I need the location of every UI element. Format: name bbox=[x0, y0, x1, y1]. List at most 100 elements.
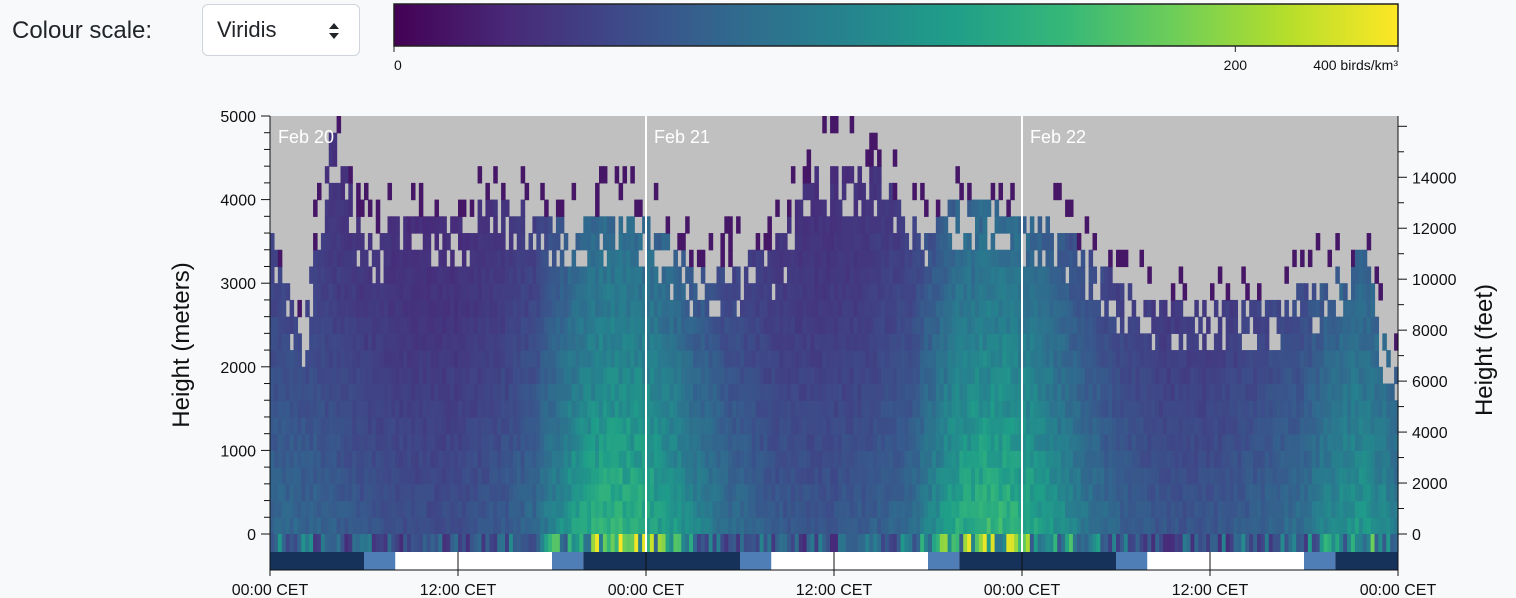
heatmap-cell bbox=[677, 500, 682, 518]
heatmap-cell bbox=[837, 350, 843, 368]
heatmap-cell bbox=[1253, 316, 1258, 334]
heatmap-cell bbox=[841, 500, 847, 518]
heatmap-cell bbox=[661, 233, 667, 251]
heatmap-cell bbox=[289, 433, 295, 451]
heatmap-cell bbox=[434, 483, 440, 502]
heatmap-cell bbox=[1018, 249, 1023, 268]
heatmap-cell bbox=[383, 350, 389, 368]
heatmap-cell bbox=[273, 483, 279, 502]
heatmap-cell bbox=[853, 517, 859, 535]
heatmap-cell bbox=[324, 283, 330, 301]
heatmap-cell bbox=[1127, 366, 1133, 385]
heatmap-cell bbox=[485, 483, 490, 502]
heatmap-cell bbox=[297, 350, 302, 368]
heatmap-cell bbox=[493, 350, 498, 368]
heatmap-cell bbox=[669, 400, 675, 418]
heatmap-cell bbox=[857, 299, 863, 318]
heatmap-cell bbox=[759, 283, 765, 301]
heatmap-cell bbox=[1394, 450, 1399, 468]
heatmap-cell bbox=[277, 450, 283, 468]
heatmap-cell bbox=[1315, 400, 1321, 418]
heatmap-cell bbox=[1229, 500, 1235, 518]
heatmap-cell bbox=[418, 249, 424, 268]
heatmap-cell bbox=[677, 333, 682, 351]
ground-cell bbox=[375, 534, 381, 552]
heatmap-cell bbox=[783, 249, 788, 268]
heatmap-cell bbox=[505, 199, 510, 217]
heatmap-cell bbox=[814, 467, 819, 485]
heatmap-cell bbox=[461, 299, 467, 318]
heatmap-cell bbox=[928, 316, 933, 334]
heatmap-cell bbox=[681, 249, 686, 268]
heatmap-cell bbox=[328, 500, 334, 518]
heatmap-cell bbox=[465, 433, 471, 451]
heatmap-cell bbox=[1018, 316, 1023, 334]
heatmap-cell bbox=[696, 249, 702, 268]
heatmap-cell bbox=[924, 199, 929, 217]
heatmap-cell bbox=[1159, 383, 1164, 401]
heatmap-cell bbox=[540, 333, 545, 351]
heatmap-cell bbox=[849, 500, 855, 518]
heatmap-cell bbox=[371, 483, 377, 502]
heatmap-cell bbox=[810, 383, 816, 401]
heatmap-cell bbox=[461, 400, 467, 418]
heatmap-cell bbox=[1147, 483, 1152, 502]
heatmap-cell bbox=[916, 467, 921, 485]
heatmap-cell bbox=[794, 366, 800, 385]
heatmap-cell bbox=[920, 450, 925, 468]
heatmap-cell bbox=[320, 500, 326, 518]
heatmap-cell bbox=[1284, 350, 1289, 368]
heatmap-cell bbox=[810, 182, 816, 201]
heatmap-cell bbox=[747, 350, 753, 368]
heatmap-cell bbox=[943, 500, 949, 518]
heatmap-cell bbox=[720, 416, 725, 435]
heatmap-cell bbox=[450, 500, 455, 518]
heatmap-cell bbox=[1339, 383, 1344, 401]
heatmap-cell bbox=[759, 383, 765, 401]
heatmap-cell bbox=[1116, 366, 1121, 385]
heatmap-cell bbox=[1096, 416, 1101, 435]
heatmap-cell bbox=[1390, 400, 1395, 418]
heatmap-cell bbox=[1319, 299, 1325, 318]
heatmap-cell bbox=[1343, 283, 1348, 301]
heatmap-cell bbox=[587, 467, 592, 485]
heatmap-cell bbox=[994, 383, 1000, 401]
heatmap-cell bbox=[371, 433, 377, 451]
heatmap-cell bbox=[324, 266, 330, 284]
heatmap-cell bbox=[1374, 483, 1380, 502]
heatmap-cell bbox=[794, 467, 800, 485]
heatmap-cell bbox=[1088, 299, 1094, 318]
heatmap-cell bbox=[1304, 467, 1309, 485]
heatmap-cell bbox=[481, 350, 487, 368]
heatmap-cell bbox=[548, 299, 553, 318]
heatmap-cell bbox=[305, 416, 310, 435]
heatmap-cell bbox=[1025, 500, 1031, 518]
heatmap-cell bbox=[728, 383, 733, 401]
heatmap-cell bbox=[1354, 383, 1360, 401]
heatmap-cell bbox=[1245, 433, 1250, 451]
heatmap-cell bbox=[293, 366, 299, 385]
heatmap-cell bbox=[1178, 316, 1184, 334]
heatmap-cell bbox=[1022, 316, 1027, 334]
heatmap-cell bbox=[1354, 483, 1360, 502]
heatmap-cell bbox=[657, 467, 663, 485]
heatmap-cell bbox=[763, 383, 769, 401]
heatmap-cell bbox=[1037, 517, 1043, 535]
heatmap-cell bbox=[818, 450, 823, 468]
heatmap-cell bbox=[1315, 333, 1321, 351]
heatmap-cell bbox=[728, 366, 733, 385]
heatmap-cell bbox=[814, 400, 819, 418]
heatmap-cell bbox=[841, 366, 847, 385]
heatmap-cell bbox=[364, 450, 369, 468]
heatmap-cell bbox=[743, 433, 749, 451]
heatmap-cell bbox=[630, 416, 635, 435]
heatmap-cell bbox=[1045, 216, 1051, 234]
heatmap-cell bbox=[285, 483, 291, 502]
heatmap-cell bbox=[614, 266, 620, 284]
heatmap-cell bbox=[599, 383, 604, 401]
colour-scale-select[interactable]: Viridis bbox=[202, 4, 360, 56]
heatmap-cell bbox=[798, 283, 804, 301]
heatmap-cell bbox=[982, 350, 988, 368]
heatmap-cell bbox=[834, 500, 839, 518]
heatmap-cell bbox=[1033, 450, 1039, 468]
